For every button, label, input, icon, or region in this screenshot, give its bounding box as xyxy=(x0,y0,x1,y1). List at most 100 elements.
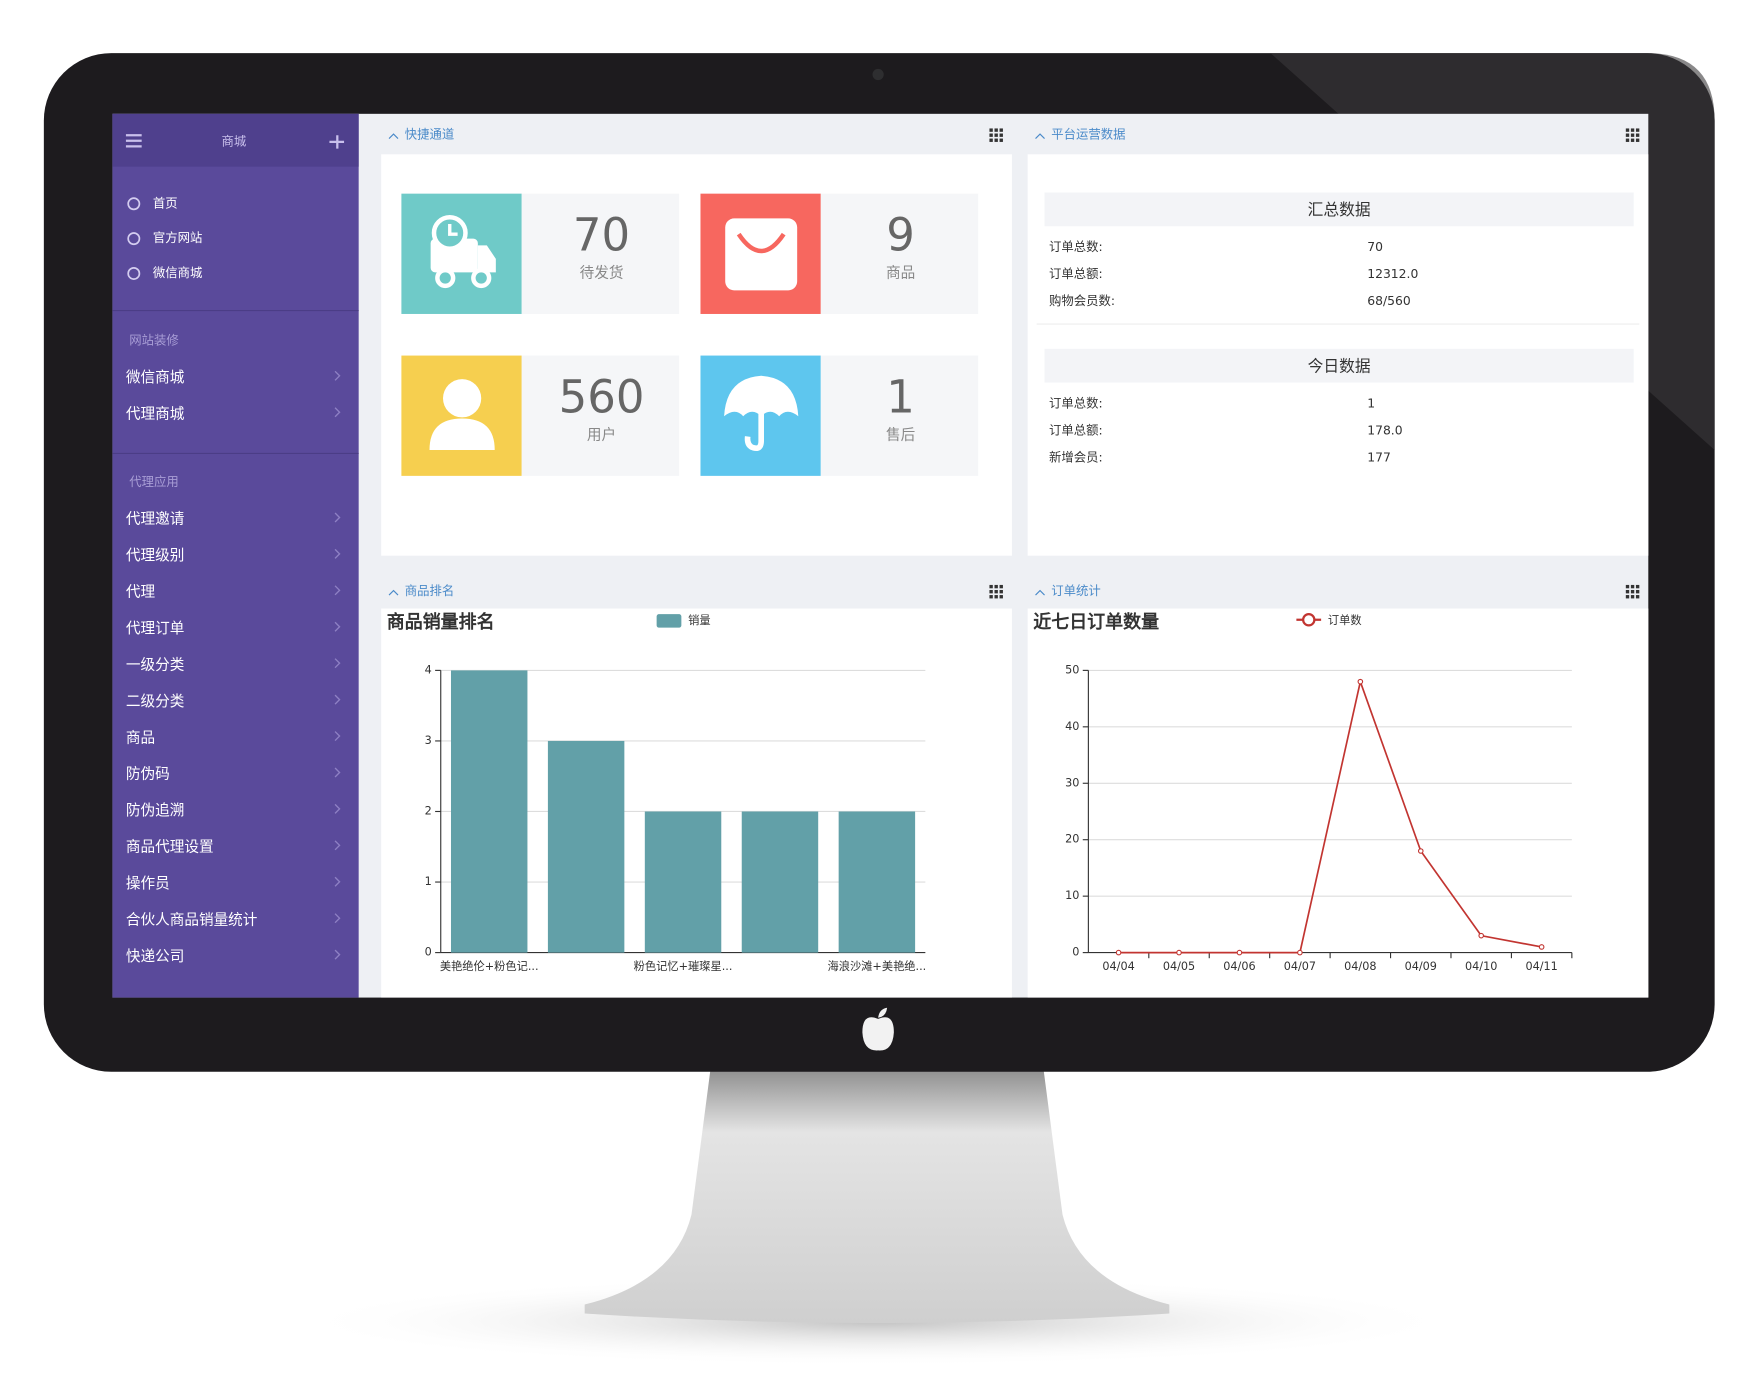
grid-icon xyxy=(999,589,1003,594)
grid-icon xyxy=(994,133,998,137)
summary-header xyxy=(1044,192,1634,227)
y-tick-label: 0 xyxy=(1072,946,1079,959)
chevron xyxy=(334,585,341,596)
grid-icon xyxy=(1630,595,1635,599)
y-tick-label: 30 xyxy=(1065,776,1079,789)
grid-icon xyxy=(999,128,1003,132)
grid-icon xyxy=(994,128,998,132)
tile-value: 560 xyxy=(559,371,645,424)
x-tick-label: 04/08 xyxy=(1344,960,1376,973)
menu-item[interactable]: 一级分类 xyxy=(126,656,185,673)
x-tick-label: 04/11 xyxy=(1525,960,1557,973)
today-header xyxy=(1044,348,1634,383)
grid-icon xyxy=(994,138,998,142)
chevron xyxy=(334,407,341,418)
menu-item[interactable]: 防伪追溯 xyxy=(126,802,184,819)
menu-item[interactable]: 快递公司 xyxy=(126,948,184,965)
bar xyxy=(547,740,625,953)
truck-icon xyxy=(430,215,496,289)
menu-item[interactable]: 代理级别 xyxy=(126,547,184,564)
stand xyxy=(584,1068,1170,1324)
point xyxy=(1417,848,1424,854)
grid-icon xyxy=(994,595,998,599)
tile-value-box xyxy=(820,355,979,476)
collapse-icon xyxy=(1035,589,1045,596)
pin-icon[interactable] xyxy=(329,135,345,149)
apple-logo xyxy=(862,1007,894,1051)
menu-item[interactable]: 二级分类 xyxy=(126,693,185,710)
chart-title: 近七日订单数量 xyxy=(1033,611,1159,633)
menu-item[interactable]: 代理 xyxy=(126,584,156,601)
grid-icon xyxy=(999,133,1003,137)
menu-section-title: 网站装修 xyxy=(129,332,178,347)
chevron xyxy=(334,658,341,669)
menu-item[interactable]: 操作员 xyxy=(126,875,170,892)
grid-icon xyxy=(994,584,998,589)
umbrella-icon xyxy=(724,375,799,451)
grid-icon xyxy=(994,589,998,594)
chevron xyxy=(334,731,341,742)
row-label: 订单总数: xyxy=(1049,395,1103,410)
menu-item[interactable]: 商品 xyxy=(126,729,155,746)
bar xyxy=(644,811,722,953)
panel-title: 商品排名 xyxy=(405,583,454,598)
menu-item: 官方网站 xyxy=(153,230,202,245)
chevron xyxy=(334,694,341,705)
grid-icon xyxy=(989,128,993,132)
grid-icon xyxy=(1625,595,1630,599)
menu-item[interactable]: 合伙人商品销量统计 xyxy=(126,911,257,928)
y-tick-label: 40 xyxy=(1065,720,1079,733)
grid-icon xyxy=(1625,584,1630,589)
grid-icon xyxy=(1630,589,1635,594)
summary-title: 汇总数据 xyxy=(1308,200,1371,219)
point xyxy=(1538,944,1545,950)
row-label: 订单总数: xyxy=(1049,239,1103,254)
menu-icon xyxy=(127,232,141,246)
grid-icon xyxy=(1630,128,1635,132)
point xyxy=(1176,949,1182,956)
chevron xyxy=(334,840,341,851)
x-tick-label: 04/07 xyxy=(1284,960,1316,973)
point xyxy=(1236,949,1243,956)
collapse-icon xyxy=(388,589,399,596)
grid-icon xyxy=(989,595,993,599)
panel-title: 平台运营数据 xyxy=(1051,127,1125,142)
x-tick-label: 美艳绝伦+粉色记... xyxy=(440,959,539,973)
menu-item[interactable]: 防伪码 xyxy=(126,766,170,783)
grid-icon xyxy=(1630,133,1635,137)
y-tick-label: 0 xyxy=(425,946,432,959)
tile-value-box xyxy=(521,193,680,314)
menu-item[interactable]: 代理订单 xyxy=(126,620,184,637)
legend-marker xyxy=(1302,613,1316,627)
y-tick-label: 4 xyxy=(425,663,432,676)
panel-title: 快捷通道 xyxy=(405,128,454,142)
grid-icon xyxy=(1625,128,1630,132)
menu-item[interactable]: 微信商城 xyxy=(126,369,185,386)
tile-label: 用户 xyxy=(587,426,616,443)
bar xyxy=(838,811,916,953)
menu-icon xyxy=(127,267,141,280)
grid-icon xyxy=(1635,138,1640,142)
tile-value: 1 xyxy=(886,371,915,424)
x-tick-label: 04/09 xyxy=(1405,960,1437,973)
line xyxy=(1118,678,1542,954)
grid-icon xyxy=(989,584,993,589)
grid-icon xyxy=(989,138,993,142)
tile-label: 待发货 xyxy=(580,264,624,281)
menu-item[interactable]: 代理邀请 xyxy=(126,511,185,528)
tile-value: 70 xyxy=(573,209,630,262)
y-tick-label: 50 xyxy=(1065,663,1079,676)
chevron xyxy=(334,767,341,778)
grid-icon xyxy=(1635,133,1640,137)
point xyxy=(1115,949,1122,956)
menu-item[interactable]: 商品代理设置 xyxy=(126,839,214,856)
chevron xyxy=(334,949,341,960)
point xyxy=(1297,949,1303,956)
grid-icon xyxy=(1625,133,1630,137)
menu-item: 首页 xyxy=(153,196,178,210)
x-tick-label: 04/06 xyxy=(1223,960,1255,973)
y-tick-label: 10 xyxy=(1065,889,1079,902)
collapse-icon xyxy=(388,133,399,139)
menu-item[interactable]: 代理商城 xyxy=(126,405,185,422)
